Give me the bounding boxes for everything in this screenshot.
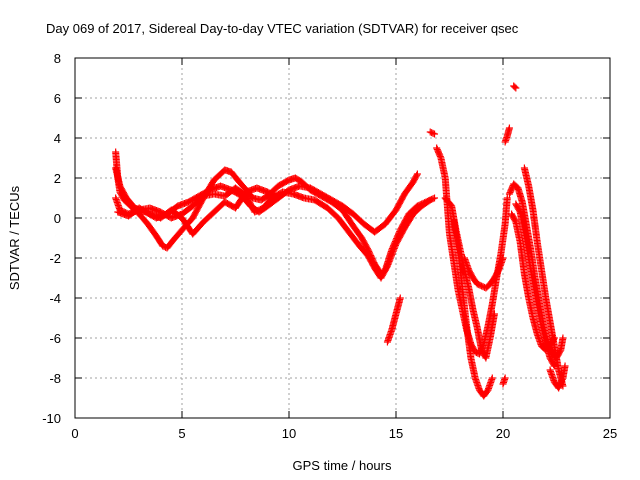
x-tick-labels: 0 5 10 15 20 25 [71,426,617,441]
x-tick-label: 25 [603,426,617,441]
series-track-2 [112,164,421,236]
y-tick-label: -4 [49,291,61,306]
data-point [426,196,434,204]
data-point [431,130,439,138]
series-track-3 [112,184,434,282]
series-track-11 [499,374,509,388]
series-track-18 [546,362,569,392]
data-point [429,129,437,137]
y-tick-label: 6 [54,91,61,106]
data-point [512,84,520,92]
series-track-4 [114,184,282,238]
chart-title: Day 069 of 2017, Sidereal Day-to-day VTE… [46,21,519,36]
data-point [396,294,404,302]
data-point [511,83,519,91]
series-track-6 [426,128,439,138]
data-point [561,362,569,370]
series-track-14 [505,180,567,362]
data-point [503,194,511,202]
axis-ticks [74,57,611,419]
data-point [274,194,282,202]
y-tick-label: 2 [54,171,61,186]
x-tick-label: 0 [71,426,78,441]
series-track-7 [433,144,511,358]
x-tick-label: 20 [496,426,510,441]
x-axis-label: GPS time / hours [293,458,392,473]
data-point [501,374,509,382]
data-points [112,82,569,400]
y-tick-label: -6 [49,331,61,346]
data-point [490,310,498,318]
data-point [559,334,567,342]
y-tick-labels: -10 -8 -6 -4 -2 0 2 4 6 8 [42,51,61,426]
y-tick-label: 0 [54,211,61,226]
series-track-10 [460,254,507,292]
y-tick-label: -2 [49,251,61,266]
x-tick-label: 10 [282,426,296,441]
data-point [413,170,421,178]
y-tick-label: 4 [54,131,61,146]
data-point [436,153,444,161]
data-point [505,124,513,132]
data-point [499,254,507,262]
data-point [550,361,558,369]
y-tick-label: 8 [54,51,61,66]
x-tick-label: 5 [178,426,185,441]
series-track-16 [512,200,558,370]
data-point [431,194,439,202]
series-track-13 [510,82,520,92]
data-point [488,374,496,382]
data-point [273,193,281,201]
y-tick-label: -10 [42,411,61,426]
plot-frame [74,57,611,419]
series-track-17 [520,164,567,390]
data-point [413,171,421,179]
y-axis-label: SDTVAR / TECUs [7,185,22,290]
x-tick-label: 15 [389,426,403,441]
series-track-5 [383,294,404,346]
y-tick-label: -8 [49,371,61,386]
data-point [425,197,433,205]
series-track-12 [501,124,513,146]
